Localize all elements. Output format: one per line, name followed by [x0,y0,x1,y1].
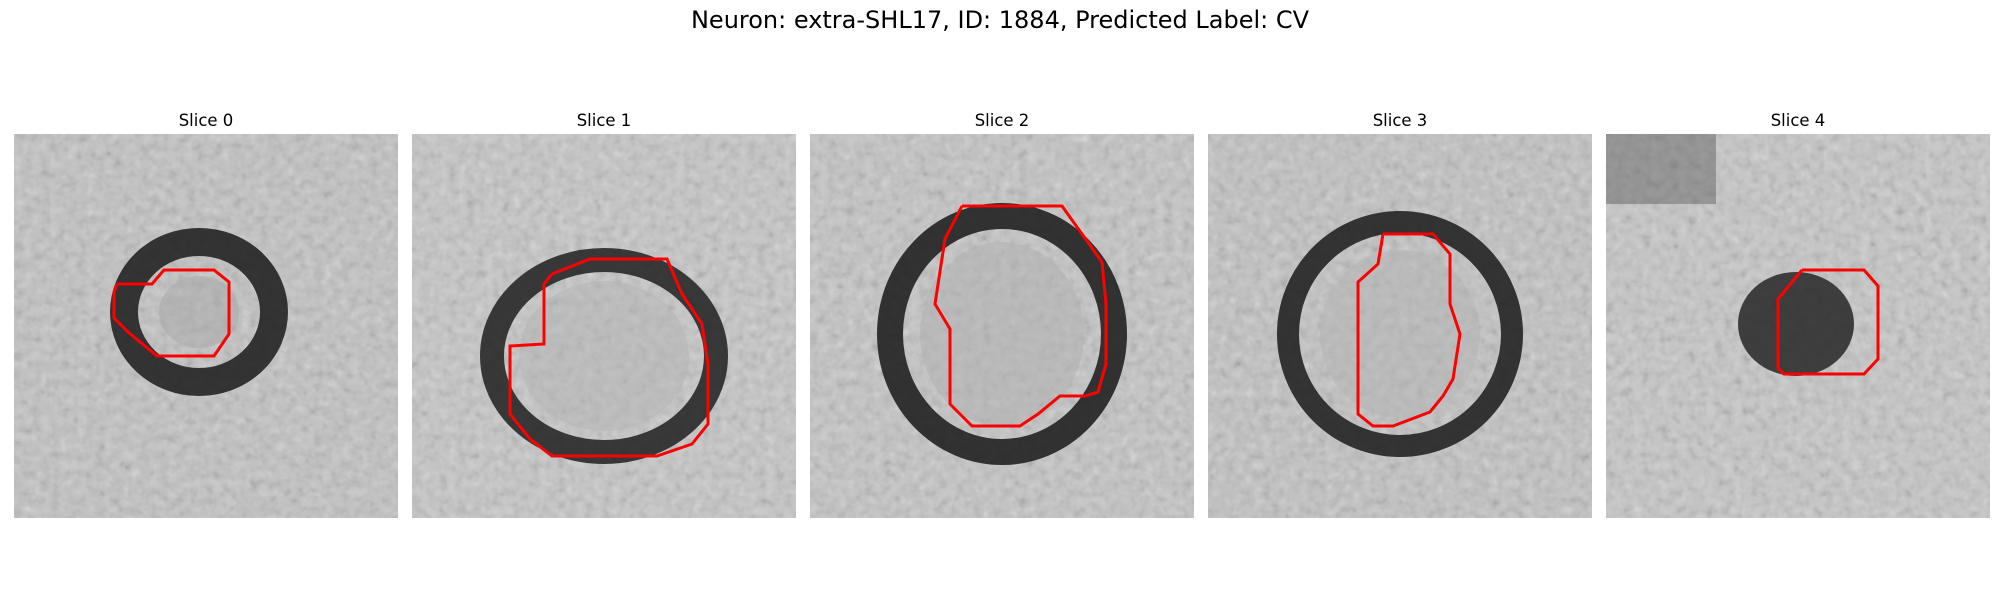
slice-image [1606,134,1990,518]
segmentation-contour [933,204,1108,428]
panel-slice-2: Slice 2 [810,108,1194,518]
panel-slice-4: Slice 4 [1606,108,1990,518]
slice-image [1208,134,1592,518]
panel-slice-1: Slice 1 [412,108,796,518]
slice-image [810,134,1194,518]
panel-title: Slice 1 [576,111,632,130]
slice-image [412,134,796,518]
slice-image [14,134,398,518]
segmentation-contour [1356,232,1462,428]
segmentation-contour [112,268,231,358]
panel-slice-3: Slice 3 [1208,108,1592,518]
figure-title: Neuron: extra-SHL17, ID: 1884, Predicted… [690,6,1310,34]
segmentation-contour [1776,268,1880,376]
panel-title: Slice 2 [974,111,1030,130]
segmentation-contour [508,257,710,458]
panel-title: Slice 4 [1770,111,1826,130]
panel-title: Slice 0 [178,111,234,130]
panel-slice-0: Slice 0 [14,108,398,518]
panel-title: Slice 3 [1372,111,1428,130]
